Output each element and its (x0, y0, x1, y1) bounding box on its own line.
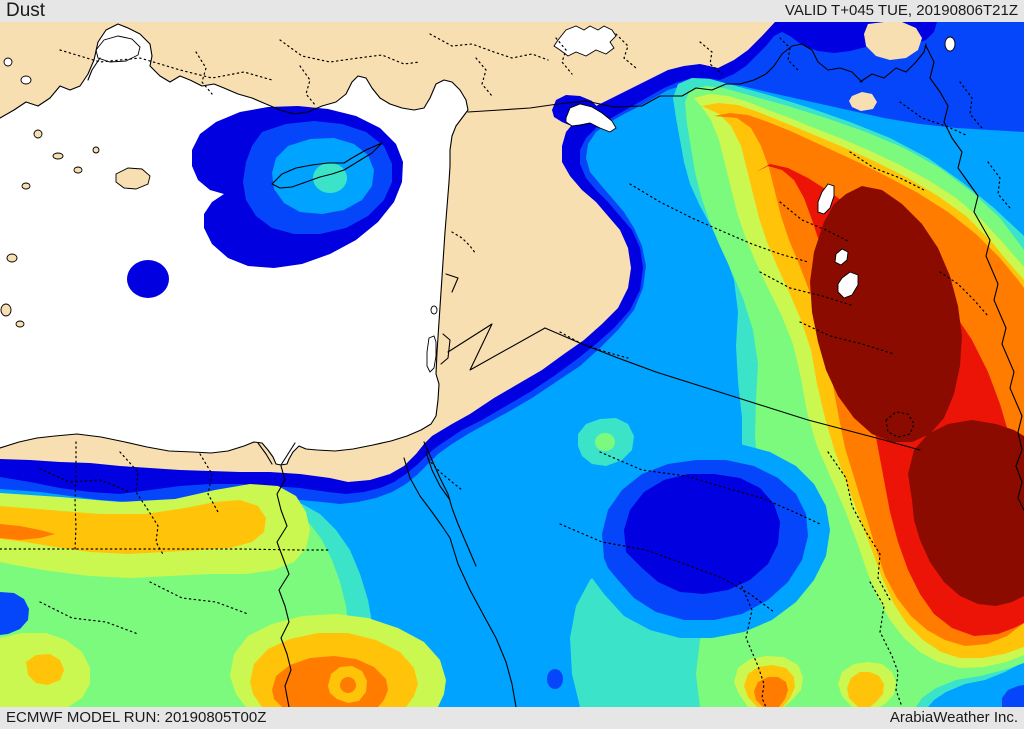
egypt-admin-3 (39, 468, 131, 493)
aegean-islands (0, 129, 151, 328)
strait-lake-1 (3, 57, 13, 67)
dry-pocket-northeast-2 (849, 92, 877, 111)
dust-level-10-core-upper (810, 186, 962, 442)
border-turkey-iran (859, 43, 927, 83)
island-small-1 (33, 129, 43, 139)
lake-northeast (944, 36, 956, 52)
dust-level-8-west-sliver (0, 524, 55, 540)
border-iran-iraq (925, 45, 1024, 511)
turkey-admin-10 (779, 37, 799, 71)
cyprus-plume-level4 (313, 163, 347, 193)
gulf-of-suez-east (425, 451, 451, 501)
sinai-admin (427, 458, 463, 491)
dust-south-blob3-gold (847, 672, 884, 707)
sudan-admin-2 (39, 601, 139, 635)
island-small-6 (6, 253, 18, 263)
dust-level-2-small-dot (547, 669, 563, 689)
iraq-lake-razzaza (837, 271, 859, 299)
lake-tuz (553, 25, 617, 57)
cyprus-plume-level1-dot (127, 260, 169, 298)
border-egypt-libya (74, 441, 77, 550)
kuwait-outline (885, 411, 915, 438)
border-syria-iraq (629, 183, 809, 263)
borders-solid (257, 43, 1024, 707)
dead-sea (426, 335, 437, 373)
sudan-admin-1 (149, 581, 249, 615)
island-rhodes (115, 167, 151, 190)
sea-of-marmara (95, 35, 141, 63)
valid-time-label: VALID T+045 TUE, 20190806T21Z (784, 2, 1018, 19)
iraq-admin-1 (779, 201, 851, 243)
forecast-map (0, 22, 1024, 707)
red-sea-coast (449, 537, 517, 707)
saudi-admin-3 (827, 451, 891, 601)
border-jordan-saudi-zigzag (447, 323, 546, 371)
lakes (3, 25, 956, 373)
iran-admin-1 (959, 81, 983, 129)
island-small-2 (52, 152, 64, 160)
model-run-label: ECMWF MODEL RUN: 20190805T00Z (6, 709, 267, 726)
turkey-admin-4 (195, 51, 213, 95)
sea-of-galilee (430, 305, 438, 315)
island-small-4 (92, 146, 100, 154)
iraq-lake-habbaniyah (834, 248, 849, 266)
iraq-admin-5 (899, 101, 969, 137)
border-saudi-iraq (544, 327, 921, 451)
border-jordan-israel (440, 333, 451, 365)
brand-label: ArabiaWeather Inc. (889, 709, 1018, 726)
footer-bar: ECMWF MODEL RUN: 20190805T00Z ArabiaWeat… (0, 707, 1024, 729)
dust-corner-southeast-level2 (1002, 685, 1024, 707)
lake-assad (565, 103, 617, 133)
turkey-admin-3 (429, 33, 549, 61)
island-small-8 (15, 320, 25, 328)
turkey-admin-6 (475, 57, 493, 97)
dust-level-10-core-lower (908, 420, 1024, 606)
coastlines (0, 23, 469, 466)
island-small-3 (73, 166, 83, 174)
island-small-5 (21, 182, 31, 190)
nile-delta-west (257, 442, 273, 465)
dust-level-7-west-band (0, 500, 266, 554)
dust-level-2-left-tongue (0, 592, 29, 635)
turkey-levant-africa-coastline (0, 23, 469, 466)
dry-pocket-northeast-1 (864, 22, 922, 60)
border-turkey-syria (467, 43, 863, 113)
iraq-admin-4 (849, 151, 925, 191)
iran-admin-3 (939, 271, 989, 317)
product-title: Dust (6, 0, 46, 21)
dust-southwest-gold-spot (26, 654, 64, 685)
turkey-admin-5 (299, 65, 317, 107)
cyprus-outline (271, 142, 383, 189)
iraq-lake-tharthar (817, 183, 835, 215)
nile-delta-east (280, 442, 296, 466)
levant-admin (451, 231, 477, 255)
egypt-admin-2 (199, 453, 219, 513)
dust-bowl-level1-core (624, 474, 780, 594)
gulf-of-suez-west (403, 457, 451, 539)
header-bar: Dust VALID T+045 TUE, 20190806T21Z (0, 0, 1024, 22)
strait-lake-2 (20, 75, 32, 85)
gulf-of-aqaba (451, 507, 477, 567)
saudi-admin-4 (739, 581, 767, 707)
island-small-7 (0, 303, 12, 317)
borders-dotted (0, 33, 1011, 707)
dust-egypt-orange-spot (340, 677, 356, 693)
dust-green-spot-core (595, 433, 615, 451)
saudi-admin-5 (869, 581, 903, 707)
iran-admin-2 (987, 161, 1011, 209)
nile-river (276, 465, 292, 707)
border-israel-lebanon (445, 273, 459, 293)
dust-map-canvas (0, 22, 1024, 707)
egypt-admin-1 (119, 451, 165, 557)
turkey-admin-9 (699, 41, 723, 75)
iraq-admin-3 (799, 321, 895, 355)
bosporus-strait (87, 57, 101, 81)
